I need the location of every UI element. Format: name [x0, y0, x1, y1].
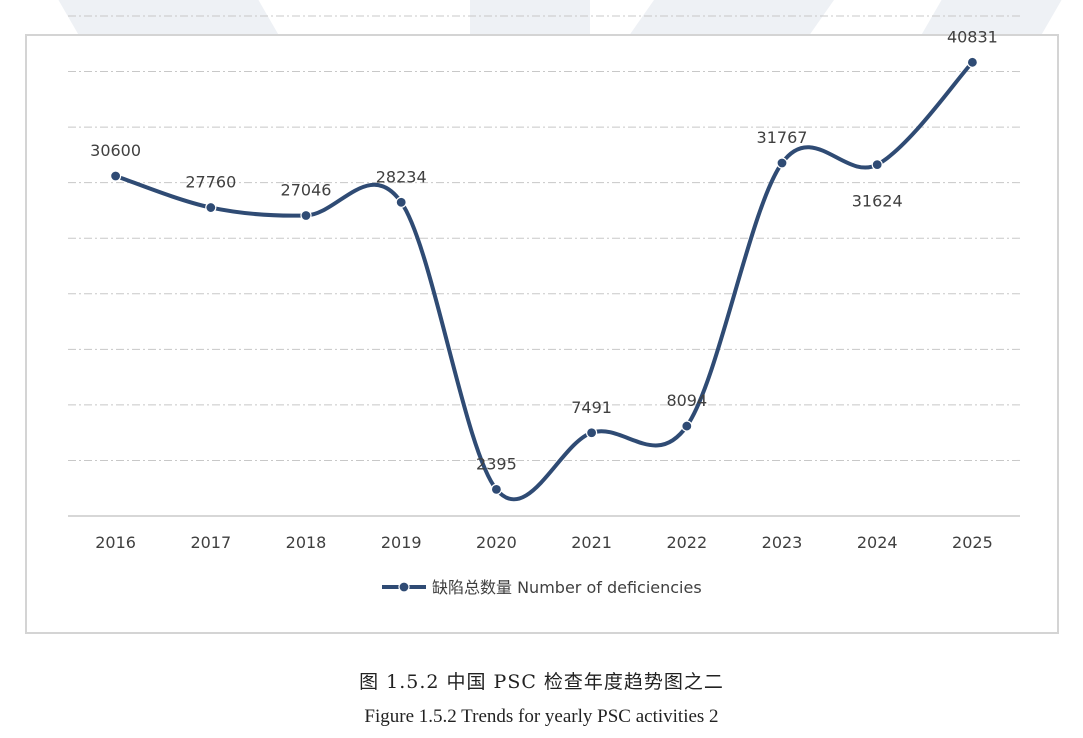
data-label: 28234 [376, 167, 427, 186]
chart-frame [25, 34, 1059, 634]
data-point [966, 56, 979, 68]
x-tick-label: 2023 [762, 533, 803, 552]
watermark-shape [470, 0, 590, 40]
data-label: 31624 [852, 192, 903, 211]
data-point [490, 483, 502, 495]
data-point [395, 196, 407, 208]
legend-label: 缺陷总数量 Number of deficiencies [432, 578, 702, 597]
data-point [585, 427, 598, 439]
data-point [205, 201, 217, 214]
data-label: 27760 [185, 173, 236, 192]
data-label: 2395 [476, 454, 517, 473]
x-tick-label: 2018 [286, 533, 327, 552]
x-tick-label: 2024 [857, 533, 898, 552]
data-label: 27046 [281, 180, 332, 199]
data-label: 8094 [666, 391, 707, 410]
figure-caption-chinese: 图 1.5.2 中国 PSC 检查年度趋势图之二 [359, 671, 724, 693]
x-tick-label: 2021 [571, 533, 612, 552]
x-tick-label: 2017 [190, 533, 231, 552]
data-label: 31767 [757, 128, 808, 147]
data-point [776, 157, 788, 169]
x-tick-label: 2019 [381, 533, 422, 552]
data-label: 30600 [90, 141, 141, 160]
x-tick-label: 2020 [476, 533, 517, 552]
data-point [300, 209, 312, 222]
x-tick-label: 2025 [952, 533, 993, 552]
data-point [871, 159, 883, 171]
figure-caption-english: Figure 1.5.2 Trends for yearly PSC activ… [364, 706, 719, 727]
legend-swatch-marker [398, 581, 410, 593]
data-label: 7491 [571, 398, 612, 417]
x-tick-label: 2016 [95, 533, 136, 552]
series-line [113, 60, 975, 502]
x-tick-label: 2022 [666, 533, 707, 552]
data-point [681, 420, 693, 432]
data-point [109, 170, 122, 182]
data-label: 40831 [947, 27, 998, 46]
